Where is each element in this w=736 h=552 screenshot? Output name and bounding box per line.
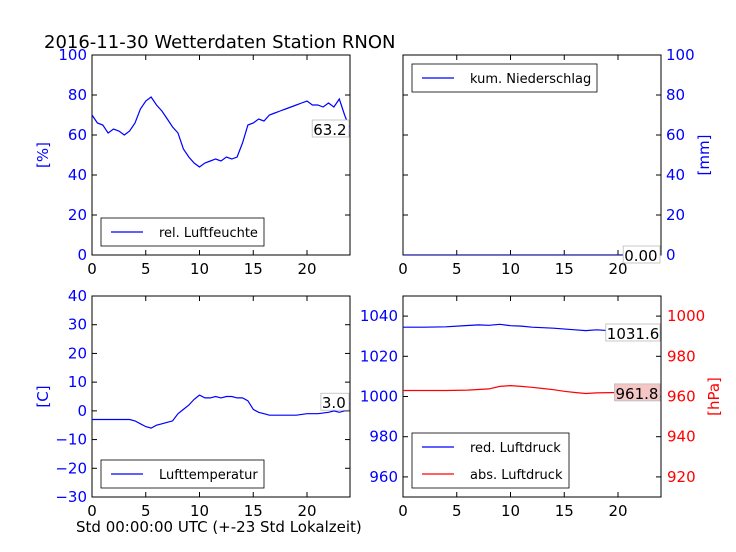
y-right-tick-label: 940 [667, 428, 696, 446]
y-right-tick-label: 1000 [667, 307, 705, 325]
y-tick-label: 0 [77, 402, 87, 420]
y-tick-label: 1040 [360, 307, 398, 325]
y-tick-label: 20 [666, 206, 685, 224]
last-value-label: 3.0 [322, 394, 346, 412]
x-tick-label: 10 [190, 260, 209, 278]
legend-label: abs. Luftdruck [470, 468, 563, 483]
x-tick-label: 10 [501, 502, 520, 520]
x-tick-label: 20 [608, 502, 627, 520]
y-tick-label: 100 [58, 46, 87, 64]
y-tick-label: −30 [55, 488, 87, 506]
panel-top-left: 0 5 10 15 20 0 20 40 60 80 100 [%] 63.2 rel. Luftfeuc… [34, 46, 351, 278]
x-tick-label: 0 [398, 502, 408, 520]
y-tick-label: 60 [68, 126, 87, 144]
y-tick-label: 1020 [360, 347, 398, 365]
y-right-tick-label: 920 [667, 468, 696, 486]
last-value-box [311, 119, 350, 138]
x-tick-label: 5 [141, 260, 151, 278]
x-tick-label: 15 [555, 260, 574, 278]
y-axis-label: [hPa] [705, 377, 723, 416]
legend-box [411, 432, 570, 489]
x-tick-label: 15 [555, 502, 574, 520]
y-tick-label: 10 [68, 373, 87, 391]
y-axis-label: [%] [34, 142, 52, 168]
y-tick-label: 40 [68, 166, 87, 184]
last-value-box [614, 383, 661, 402]
last-value-label: 0.00 [624, 247, 657, 265]
y-tick-label: 960 [369, 468, 398, 486]
x-tick-label: 0 [398, 260, 408, 278]
last-value-box [605, 323, 661, 342]
y-right-tick-label: 960 [667, 388, 696, 406]
legend-label: rel. Luftfeuchte [159, 226, 258, 241]
figure-title: 2016-11-30 Wetterdaten Station RNON [44, 32, 395, 53]
panel-bottom-right: 0 5 10 15 20 960 980 1000 1020 1040 920 940 960 980 10… [360, 295, 723, 520]
y-tick-label: 0 [666, 246, 676, 264]
x-tick-label: 5 [141, 502, 151, 520]
y-axis-label: [C] [34, 385, 52, 407]
x-tick-label: 0 [87, 260, 97, 278]
last-value-label: 1031.6 [607, 325, 660, 343]
y-tick-label: 60 [666, 126, 685, 144]
y-axis-label: [mm] [695, 135, 713, 176]
legend-label: Lufttemperatur [159, 468, 258, 483]
series-line [403, 323, 661, 334]
last-value-label: 961.8 [616, 385, 659, 403]
legend-label: red. Luftdruck [470, 441, 561, 456]
y-tick-label: 30 [68, 316, 87, 334]
y-tick-label: 0 [77, 246, 87, 264]
last-value-box [622, 245, 661, 264]
x-tick-label: 15 [244, 502, 263, 520]
series-line [403, 384, 661, 395]
y-right-tick-label: 980 [667, 347, 696, 365]
y-tick-label: −20 [55, 459, 87, 477]
x-tick-label: 5 [452, 260, 462, 278]
y-tick-label: 40 [68, 287, 87, 305]
last-value-box [320, 392, 350, 411]
legend-label: kum. Niederschlag [470, 72, 591, 87]
plot-frame [91, 295, 351, 498]
x-tick-label: 5 [452, 502, 462, 520]
y-tick-label: 980 [369, 428, 398, 446]
y-tick-label: 20 [68, 206, 87, 224]
last-value-label: 63.2 [313, 121, 346, 139]
x-tick-label: 10 [501, 260, 520, 278]
x-tick-label: 15 [244, 260, 263, 278]
series-line [92, 394, 350, 429]
bottom-x-label: Std 00:00:00 UTC (+-23 Std Lokalzeit) [76, 518, 362, 536]
x-tick-label: 20 [608, 260, 627, 278]
y-tick-label: 1000 [360, 388, 398, 406]
y-tick-label: 100 [666, 46, 695, 64]
y-tick-label: 40 [666, 166, 685, 184]
x-tick-label: 20 [297, 260, 316, 278]
y-tick-label: 80 [666, 86, 685, 104]
x-tick-label: 10 [190, 502, 209, 520]
panel-top-right: 0 5 10 15 20 0 20 40 60 80 100 [mm] 0.00 kum. Nieders… [398, 46, 713, 278]
y-tick-label: 20 [68, 344, 87, 362]
x-tick-label: 0 [87, 502, 97, 520]
y-tick-label: 80 [68, 86, 87, 104]
plot-frame [91, 54, 351, 256]
series-line [92, 96, 350, 168]
x-tick-label: 20 [297, 502, 316, 520]
y-tick-label: −10 [55, 431, 87, 449]
panel-bottom-left: 0 5 10 15 20 −30 −20 −10 0 10 20 30 40 [C] 3.0 Lufttemp… [34, 287, 351, 520]
